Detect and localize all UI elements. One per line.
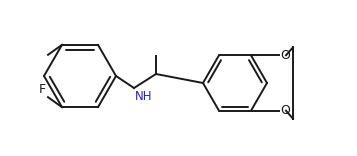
Text: NH: NH	[135, 90, 152, 103]
Text: F: F	[39, 83, 46, 96]
Text: O: O	[280, 104, 290, 117]
Text: O: O	[280, 49, 290, 62]
